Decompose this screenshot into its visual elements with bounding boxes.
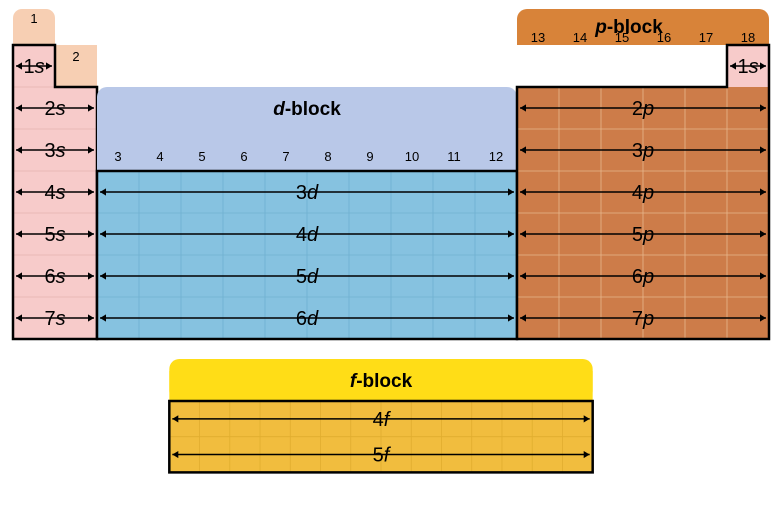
svg-text:6: 6	[240, 149, 247, 164]
svg-text:4: 4	[156, 149, 163, 164]
svg-text:16: 16	[657, 30, 671, 45]
svg-text:7: 7	[282, 149, 289, 164]
svg-text:6d: 6d	[296, 308, 319, 330]
svg-text:6s: 6s	[44, 266, 65, 288]
svg-text:5: 5	[198, 149, 205, 164]
svg-text:17: 17	[699, 30, 713, 45]
svg-text:2p: 2p	[632, 98, 654, 120]
svg-text:18: 18	[741, 30, 755, 45]
svg-text:4p: 4p	[632, 182, 654, 204]
svg-text:6p: 6p	[632, 266, 654, 288]
svg-text:4f: 4f	[373, 409, 392, 431]
svg-text:5d: 5d	[296, 266, 319, 288]
svg-text:s-block: s-block	[15, 5, 82, 10]
svg-text:2s: 2s	[44, 98, 65, 120]
svg-text:10: 10	[405, 149, 419, 164]
svg-text:7p: 7p	[632, 308, 654, 330]
svg-text:5f: 5f	[373, 445, 392, 467]
svg-text:5s: 5s	[44, 224, 65, 246]
diagram-svg: s-block121s2s3s4s5s6s7sd-block3456789101…	[5, 5, 775, 515]
svg-text:f-block: f-block	[350, 371, 413, 392]
svg-text:7s: 7s	[44, 308, 65, 330]
svg-text:1: 1	[30, 11, 37, 26]
svg-text:13: 13	[531, 30, 545, 45]
svg-text:4d: 4d	[296, 224, 319, 246]
svg-text:d-block: d-block	[273, 99, 341, 120]
svg-text:9: 9	[366, 149, 373, 164]
svg-text:14: 14	[573, 30, 587, 45]
svg-text:3: 3	[114, 149, 121, 164]
svg-text:4s: 4s	[44, 182, 65, 204]
svg-text:12: 12	[489, 149, 503, 164]
svg-text:1s: 1s	[23, 56, 44, 78]
svg-text:2: 2	[72, 49, 79, 64]
svg-text:5p: 5p	[632, 224, 654, 246]
svg-text:15: 15	[615, 30, 629, 45]
svg-text:8: 8	[324, 149, 331, 164]
svg-text:3s: 3s	[44, 140, 65, 162]
svg-text:11: 11	[447, 149, 461, 164]
svg-text:3p: 3p	[632, 140, 654, 162]
periodic-table-blocks: s-block121s2s3s4s5s6s7sd-block3456789101…	[5, 5, 775, 515]
svg-text:3d: 3d	[296, 182, 319, 204]
svg-text:1s: 1s	[737, 56, 758, 78]
